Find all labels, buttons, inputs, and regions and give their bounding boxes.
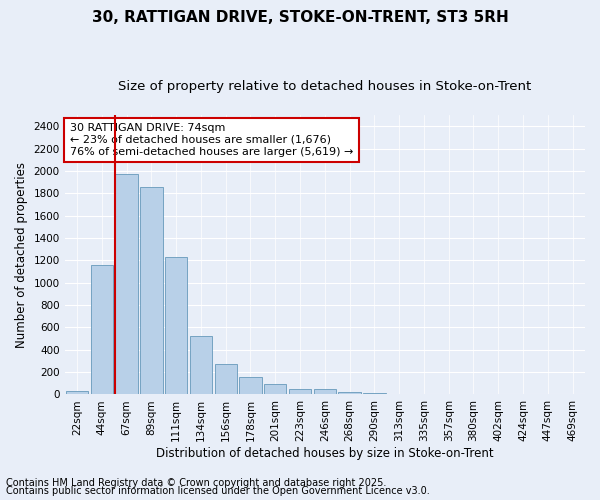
Text: 30 RATTIGAN DRIVE: 74sqm
← 23% of detached houses are smaller (1,676)
76% of sem: 30 RATTIGAN DRIVE: 74sqm ← 23% of detach…	[70, 124, 353, 156]
Text: Contains public sector information licensed under the Open Government Licence v3: Contains public sector information licen…	[6, 486, 430, 496]
Bar	[264, 384, 286, 394]
Bar	[338, 392, 361, 394]
Text: 30, RATTIGAN DRIVE, STOKE-ON-TRENT, ST3 5RH: 30, RATTIGAN DRIVE, STOKE-ON-TRENT, ST3 …	[92, 10, 508, 25]
Bar	[289, 390, 311, 394]
Bar	[165, 257, 187, 394]
Bar	[239, 377, 262, 394]
Bar	[190, 336, 212, 394]
Bar	[215, 364, 237, 394]
Bar	[314, 390, 336, 394]
Bar	[140, 187, 163, 394]
X-axis label: Distribution of detached houses by size in Stoke-on-Trent: Distribution of detached houses by size …	[156, 447, 494, 460]
Y-axis label: Number of detached properties: Number of detached properties	[15, 162, 28, 348]
Title: Size of property relative to detached houses in Stoke-on-Trent: Size of property relative to detached ho…	[118, 80, 532, 93]
Bar	[91, 265, 113, 394]
Text: Contains HM Land Registry data © Crown copyright and database right 2025.: Contains HM Land Registry data © Crown c…	[6, 478, 386, 488]
Bar	[66, 391, 88, 394]
Bar	[115, 174, 138, 394]
